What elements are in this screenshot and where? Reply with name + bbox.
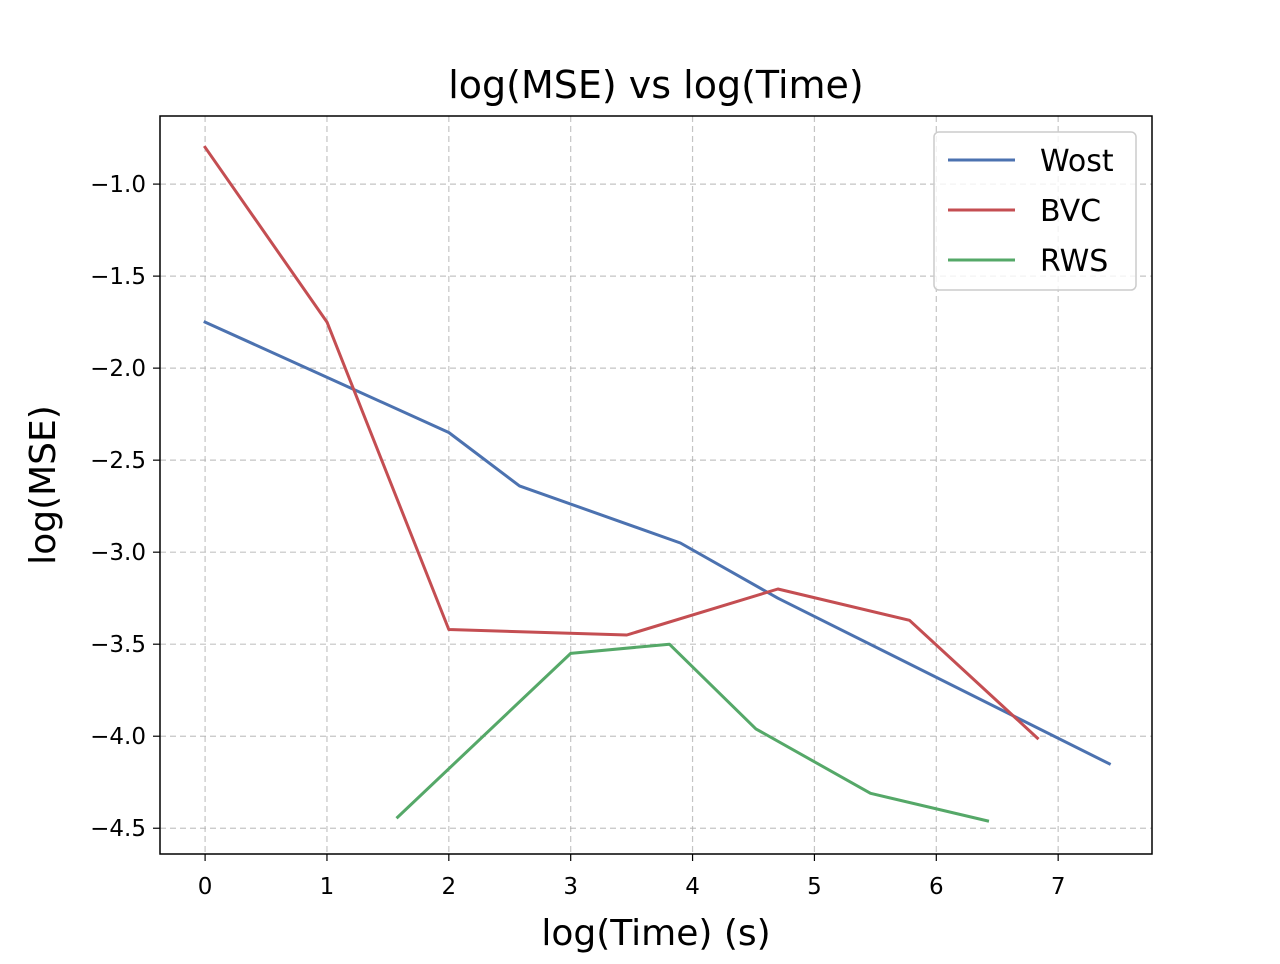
y-tick-label: −3.5: [90, 632, 146, 658]
series-line-rws: [395, 642, 990, 823]
x-tick-label: 7: [1051, 874, 1066, 900]
legend: Wost BVC RWS: [933, 131, 1137, 291]
y-tick-label: −1.5: [90, 264, 146, 290]
x-tick-label: 0: [198, 874, 213, 900]
x-tick-label: 2: [442, 874, 457, 900]
legend-label-rws: RWS: [1040, 244, 1108, 279]
chart-title: log(MSE) vs log(Time): [448, 63, 864, 107]
x-tick-label: 1: [320, 874, 335, 900]
legend-items: Wost BVC RWS: [948, 144, 1114, 279]
x-tick-label: 5: [807, 874, 822, 900]
axes-frame: [159, 115, 1153, 855]
grid: [160, 116, 1152, 854]
x-tick-label: 6: [929, 874, 944, 900]
series-lines: [203, 145, 1112, 823]
y-tick-label: −2.0: [90, 356, 146, 382]
y-tick-label: −1.0: [90, 172, 146, 198]
x-tick-label: 3: [563, 874, 578, 900]
y-tick-label: −4.0: [90, 724, 146, 750]
legend-label-wost: Wost: [1040, 144, 1114, 179]
legend-label-bvc: BVC: [1040, 194, 1101, 229]
x-axis-label: log(Time) (s): [541, 913, 770, 954]
series-line-wost: [203, 320, 1112, 766]
y-tick-label: −3.0: [90, 540, 146, 566]
x-axis-ticks: 0 1 2 3 4 5 6 7: [198, 854, 1066, 900]
series-line-bvc: [203, 145, 1040, 741]
y-tick-label: −2.5: [90, 448, 146, 474]
y-axis-ticks: −1.0 −1.5 −2.0 −2.5 −3.0 −3.5 −4.0 −4.5: [90, 172, 160, 842]
x-tick-label: 4: [685, 874, 700, 900]
y-axis-label: log(MSE): [23, 405, 64, 565]
legend-box: [933, 131, 1137, 291]
y-tick-label: −4.5: [90, 816, 146, 842]
